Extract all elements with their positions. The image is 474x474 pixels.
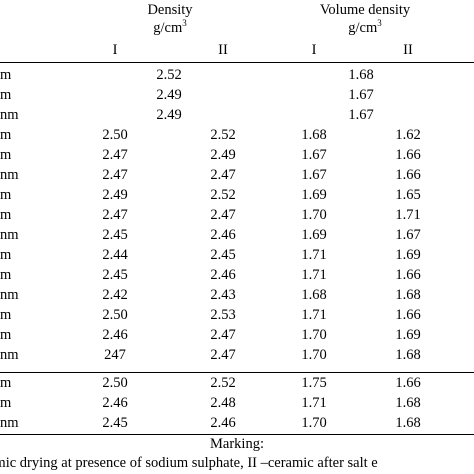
volume-I-cell: 1.70 [301,327,327,343]
volume-II-cell: 1.69 [395,247,421,263]
row-label: nm [0,227,19,243]
group-rule [0,372,474,373]
density-II-cell: 2.52 [210,375,236,391]
row-label: m [0,375,12,391]
subheader-density-II: II [218,42,228,58]
bottom-rule [0,434,474,435]
density-II-cell: 2.52 [210,127,236,143]
row-label: m [0,207,12,223]
row-label: m [0,147,12,163]
density-II-cell: 2.46 [210,227,236,243]
density-cell: 2.49 [156,87,182,103]
row-label: nm [0,107,19,123]
volume-I-cell: 1.69 [301,227,327,243]
volume-II-cell: 1.71 [395,207,421,223]
density-I-cell: 2.47 [102,147,128,163]
density-I-cell: 2.44 [102,247,128,263]
volume-cell: 1.68 [348,67,374,83]
row-label: nm [0,287,19,303]
volume-II-cell: 1.68 [395,287,421,303]
density-I-cell: 2.47 [102,207,128,223]
density-I-cell: 2.50 [102,375,128,391]
volume-II-cell: 1.62 [395,127,421,143]
density-II-cell: 2.43 [210,287,236,303]
volume-cell: 1.67 [348,87,374,103]
density-I-cell: 2.50 [102,307,128,323]
row-label: m [0,267,12,283]
volume-II-cell: 1.67 [395,227,421,243]
density-I-cell: 247 [104,347,126,363]
density-cell: 2.49 [156,107,182,123]
density-unit: g/cm3 [153,18,187,37]
volume-II-cell: 1.69 [395,327,421,343]
density-I-cell: 2.47 [102,167,128,183]
volume-II-cell: 1.66 [395,147,421,163]
volume-I-cell: 1.69 [301,187,327,203]
volume-I-cell: 1.71 [301,307,327,323]
volume-II-cell: 1.68 [395,395,421,411]
volume-I-cell: 1.68 [301,287,327,303]
subheader-volume-II: II [403,42,413,58]
row-label: nm [0,415,19,431]
density-I-cell: 2.42 [102,287,128,303]
marking-label: Marking: [210,436,264,452]
row-label: m [0,127,12,143]
volume-II-cell: 1.66 [395,167,421,183]
density-II-cell: 2.46 [210,415,236,431]
density-header: Density [147,2,193,18]
subheader-density-I: I [112,42,118,58]
volume-II-cell: 1.65 [395,187,421,203]
volume-density-unit: g/cm3 [348,18,382,37]
density-II-cell: 2.47 [210,327,236,343]
density-I-cell: 2.46 [102,395,128,411]
density-II-cell: 2.47 [210,207,236,223]
density-cell: 2.52 [156,67,182,83]
volume-I-cell: 1.67 [301,147,327,163]
density-I-cell: 2.45 [102,415,128,431]
volume-I-cell: 1.70 [301,347,327,363]
volume-II-cell: 1.66 [395,267,421,283]
density-II-cell: 2.46 [210,267,236,283]
volume-I-cell: 1.71 [301,267,327,283]
volume-I-cell: 1.67 [301,167,327,183]
volume-II-cell: 1.68 [395,415,421,431]
volume-I-cell: 1.71 [301,247,327,263]
volume-II-cell: 1.66 [395,375,421,391]
density-I-cell: 2.49 [102,187,128,203]
density-II-cell: 2.45 [210,247,236,263]
row-label: m [0,307,12,323]
row-label: m [0,395,12,411]
row-label: m [0,247,12,263]
density-II-cell: 2.49 [210,147,236,163]
volume-II-cell: 1.66 [395,307,421,323]
density-I-cell: 2.50 [102,127,128,143]
volume-density-header: Volume density [319,2,411,18]
header-rule [0,62,474,63]
volume-I-cell: 1.68 [301,127,327,143]
volume-II-cell: 1.68 [395,347,421,363]
density-II-cell: 2.52 [210,187,236,203]
row-label: nm [0,347,19,363]
density-I-cell: 2.45 [102,227,128,243]
density-I-cell: 2.46 [102,327,128,343]
density-I-cell: 2.45 [102,267,128,283]
subheader-volume-I: I [311,42,317,58]
volume-cell: 1.67 [348,107,374,123]
volume-I-cell: 1.70 [301,415,327,431]
row-label: m [0,187,12,203]
volume-I-cell: 1.70 [301,207,327,223]
density-II-cell: 2.47 [210,167,236,183]
row-label: m [0,87,12,103]
density-II-cell: 2.48 [210,395,236,411]
row-label: m [0,327,12,343]
row-label: nm [0,167,19,183]
row-label: m [0,67,12,83]
density-II-cell: 2.47 [210,347,236,363]
density-II-cell: 2.53 [210,307,236,323]
footnote-text: amic drying at presence of sodium sulpha… [0,455,378,471]
volume-I-cell: 1.75 [301,375,327,391]
volume-I-cell: 1.71 [301,395,327,411]
